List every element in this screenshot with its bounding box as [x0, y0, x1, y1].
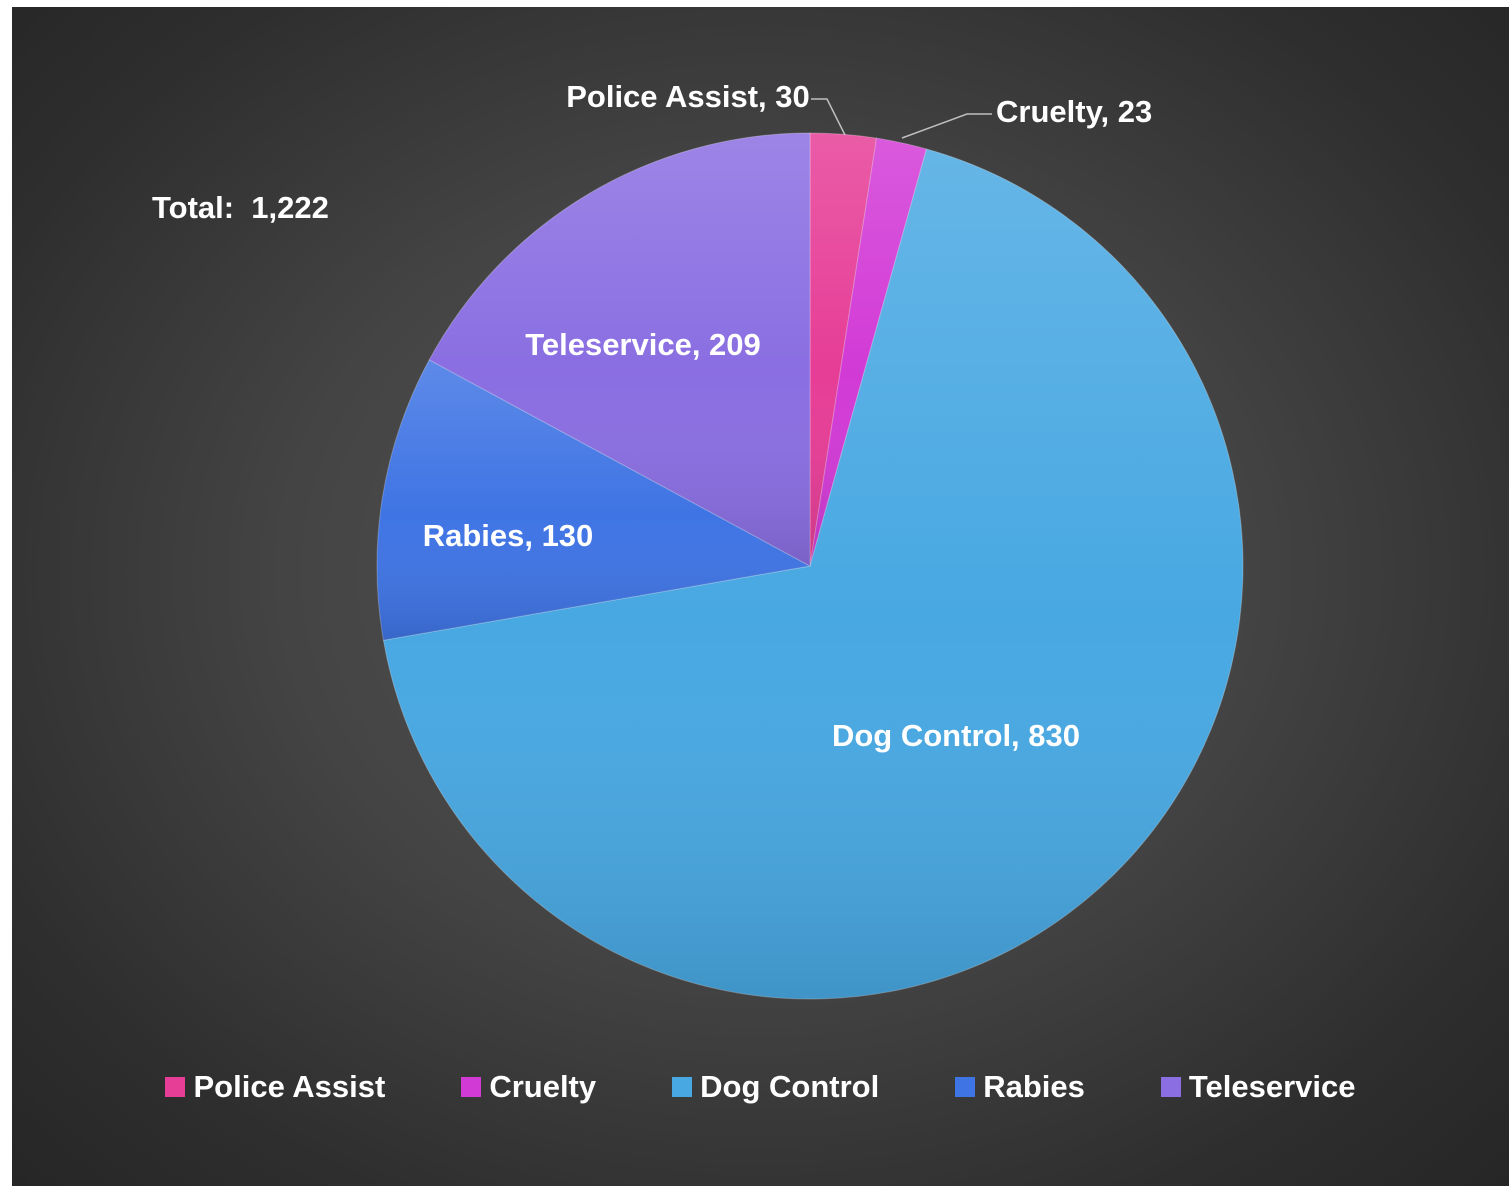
legend-swatch	[955, 1077, 976, 1097]
data-label-police-assist: Police Assist, 30	[566, 79, 810, 114]
pie-chart: Police Assist, 30 Cruelty, 23 Dog Control,…	[376, 79, 1244, 1000]
data-label-cruelty: Cruelty, 23	[996, 94, 1152, 129]
pie-slice-shading	[429, 133, 810, 566]
pie-slice-shading	[810, 138, 927, 566]
pie-slice-shading	[810, 133, 877, 566]
data-label-rabies: Rabies, 130	[423, 518, 594, 553]
chart-area: Total: 1,222 Police Assist, 30 Cruelty, 2…	[12, 7, 1509, 1186]
legend-swatch	[672, 1077, 693, 1097]
pie-slice-shading	[383, 148, 1244, 1000]
data-label-dog-control: Dog Control, 830	[832, 718, 1080, 753]
legend-item-teleservice: Teleservice	[1160, 1069, 1356, 1105]
legend-item-dog-control: Dog Control	[672, 1069, 879, 1105]
legend-label: Rabies	[983, 1069, 1085, 1104]
legend-item-cruelty: Cruelty	[461, 1069, 596, 1105]
legend: Police Assist Cruelty Dog Control Rabies…	[12, 1069, 1509, 1105]
legend-label: Dog Control	[700, 1069, 880, 1104]
data-label-teleservice: Teleservice, 209	[525, 327, 761, 362]
pie-slice-shading	[377, 359, 810, 641]
legend-swatch	[165, 1077, 186, 1097]
legend-label: Cruelty	[489, 1069, 597, 1104]
legend-item-police-assist: Police Assist	[165, 1069, 385, 1105]
legend-item-rabies: Rabies	[955, 1069, 1085, 1105]
total-label: Total: 1,222	[152, 190, 329, 225]
leader-line	[901, 113, 992, 139]
legend-swatch	[461, 1077, 482, 1097]
legend-label: Police Assist	[193, 1069, 386, 1104]
leader-line	[811, 98, 846, 136]
legend-label: Teleservice	[1188, 1069, 1356, 1104]
legend-swatch	[1160, 1077, 1181, 1097]
